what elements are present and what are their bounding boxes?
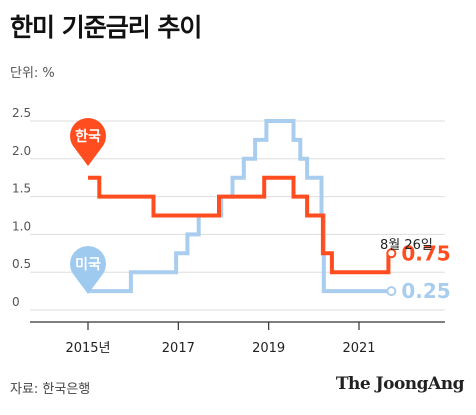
- pin-tail: [75, 148, 101, 166]
- y-tick-label: 2.0: [12, 144, 31, 158]
- x-axis-labels: 2015년 2017 2019 2021: [65, 341, 375, 356]
- date-annotation: 8월 26일: [380, 238, 433, 253]
- pin-label: 한국: [75, 129, 101, 145]
- y-tick-label: 1.0: [12, 219, 31, 233]
- x-tick-label: 2019: [252, 341, 285, 356]
- x-tick-label: 2015년: [65, 341, 110, 356]
- korea-end-marker: [386, 248, 397, 259]
- pin-head: [70, 246, 106, 282]
- source-note: 자료: 한국은행: [10, 382, 91, 397]
- grid-lines: [30, 120, 445, 330]
- x-tick-label: 2017: [162, 341, 195, 356]
- korea-end-value: 0.75: [401, 241, 450, 265]
- us-rate-line: [88, 119, 389, 294]
- pin-head: [70, 118, 106, 154]
- y-tick-label: 1.5: [12, 182, 31, 196]
- y-tick-label: 0.5: [12, 257, 31, 271]
- us-end-value: 0.25: [401, 279, 450, 303]
- korea-rate-line: [88, 175, 391, 275]
- y-axis-labels: 0 0.5 1.0 1.5 2.0 2.5: [12, 106, 31, 309]
- pin-tail: [75, 276, 101, 294]
- series-lines: [88, 119, 391, 294]
- pin-label: 미국: [75, 257, 101, 273]
- unit-label: 단위: %: [10, 66, 55, 81]
- y-tick-label: 0: [12, 295, 20, 309]
- us-end-marker: [386, 286, 397, 297]
- chart-title: 한미 기준금리 추이: [10, 13, 202, 42]
- us-pin-badge: 미국: [70, 246, 106, 294]
- y-tick-label: 2.5: [12, 106, 31, 120]
- x-tick-label: 2021: [342, 341, 375, 356]
- brand-logo: The JoongAng: [335, 374, 465, 394]
- korea-pin-badge: 한국: [70, 118, 106, 166]
